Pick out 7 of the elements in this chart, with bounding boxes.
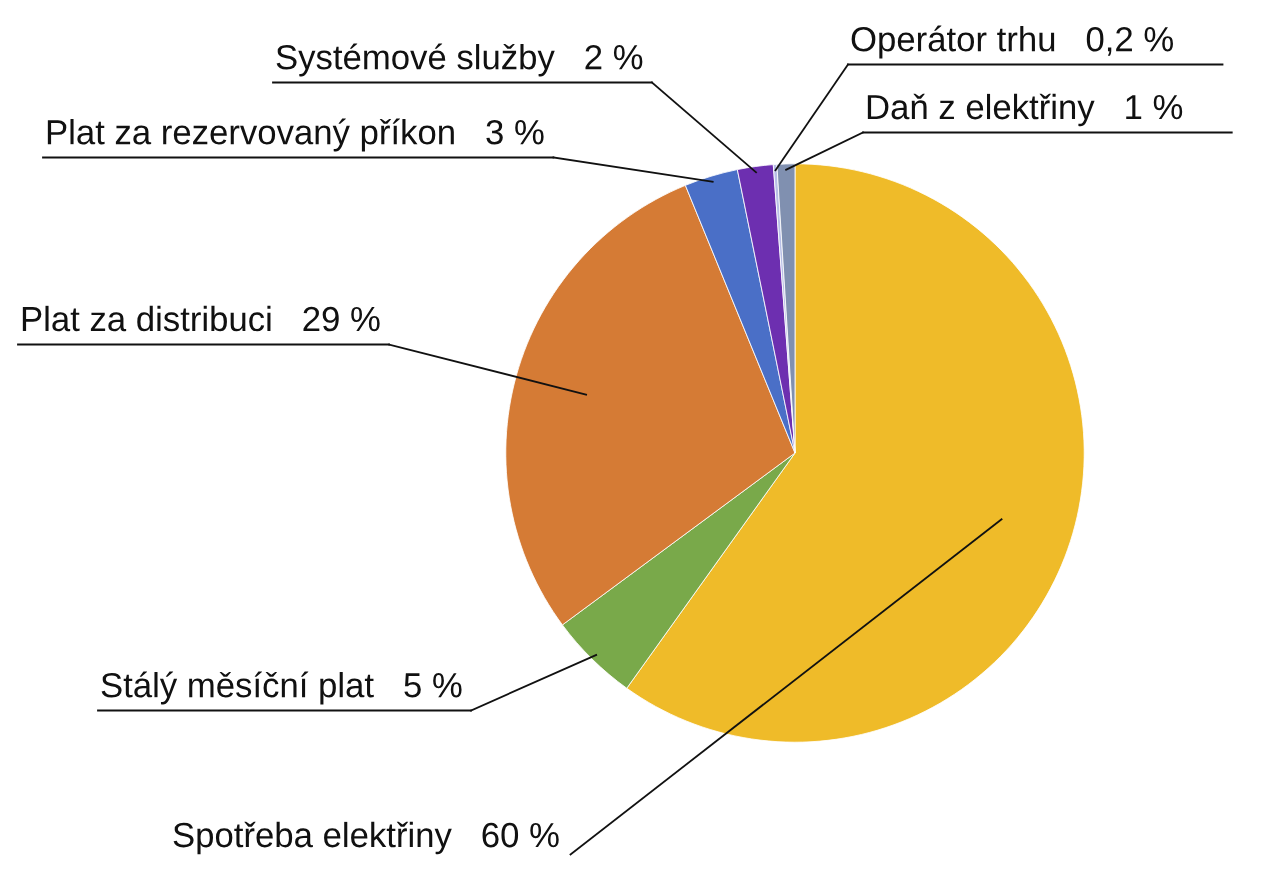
slice-label: Systémové služby 2 % [276,43,643,77]
slice-label: Operátor trhu 0,2 % [851,25,1173,59]
slice-label: Plat za rezervovaný příkon 3 % [47,118,544,152]
slice-label: Stálý měsíční plat 5 % [101,671,462,705]
slice-label: Daň z elektřiny 1 % [867,93,1183,127]
slice-label: Plat za distribuci 29 % [22,305,380,332]
slice-label: Spotřeba elektřiny 60 % [173,821,559,855]
